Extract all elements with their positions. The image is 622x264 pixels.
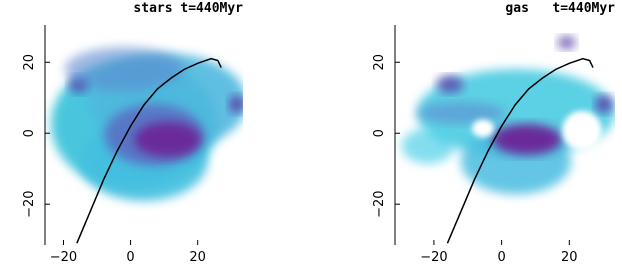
density-blob [595, 95, 613, 113]
orbit-line [446, 57, 594, 244]
density-blob [401, 128, 455, 164]
density-blob [134, 121, 202, 157]
x-tick-label: 0 [497, 250, 505, 264]
density-blob [229, 95, 243, 113]
orbit-line [76, 57, 222, 244]
density-blob [417, 102, 505, 124]
density-blob [491, 123, 563, 155]
panel-title: gas t=440Myr [505, 1, 615, 16]
x-tick-label: 20 [561, 250, 578, 264]
panel-title: stars t=440Myr [133, 1, 243, 16]
density-map [50, 47, 243, 201]
x-tick-label: 20 [189, 250, 206, 264]
x-tick-label: −20 [420, 250, 447, 264]
density-hole [472, 119, 494, 138]
y-tick-label: 20 [372, 54, 387, 71]
density-hole [562, 110, 602, 151]
x-tick-label: −20 [50, 250, 77, 264]
y-tick-label: 0 [22, 129, 37, 137]
y-tick-label: −20 [372, 190, 387, 217]
y-tick-label: −20 [22, 190, 37, 217]
density-blob [64, 47, 184, 91]
density-blob [436, 75, 464, 94]
density-blob [557, 36, 576, 50]
y-tick-label: 20 [22, 54, 37, 71]
y-tick-label: 0 [372, 129, 387, 137]
x-tick-label: 0 [126, 250, 134, 264]
density-map [401, 36, 615, 195]
